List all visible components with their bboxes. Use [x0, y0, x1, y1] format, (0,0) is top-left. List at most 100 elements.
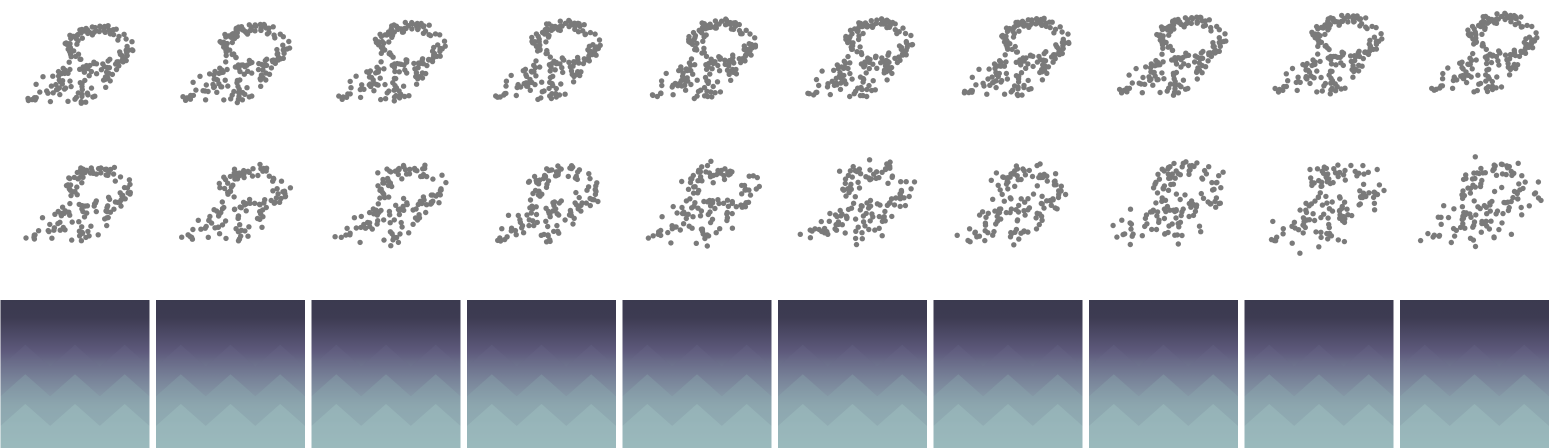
point: [724, 197, 731, 203]
point: [841, 72, 847, 79]
point: [690, 29, 697, 36]
point: [505, 212, 512, 218]
point: [556, 92, 563, 98]
point: [1291, 219, 1298, 225]
point: [1143, 64, 1149, 70]
point: [743, 200, 749, 206]
point: [357, 94, 364, 101]
point: [435, 191, 441, 197]
point: [1205, 58, 1211, 64]
point: [835, 221, 842, 228]
point: [61, 86, 68, 92]
point: [88, 85, 95, 91]
point: [572, 23, 578, 29]
point: [845, 53, 851, 60]
point: [1472, 29, 1479, 35]
point: [1491, 234, 1497, 240]
point: [1127, 206, 1134, 212]
point: [1177, 219, 1184, 225]
point: [1489, 16, 1495, 23]
point: [717, 56, 723, 62]
point: [79, 86, 86, 93]
point: [219, 206, 226, 212]
point: [1173, 61, 1180, 67]
point: [555, 228, 561, 234]
point: [1176, 82, 1182, 88]
point: [870, 22, 876, 29]
point: [536, 36, 542, 42]
point: [991, 61, 998, 67]
point: [554, 211, 560, 217]
point: [526, 178, 533, 184]
point: [1336, 169, 1343, 176]
point: [404, 70, 410, 76]
point: [741, 46, 747, 53]
point: [743, 27, 749, 33]
point: [1143, 212, 1150, 218]
point: [123, 36, 129, 42]
point: [852, 88, 859, 95]
point: [1366, 41, 1373, 47]
point: [1484, 67, 1490, 73]
point: [1283, 71, 1290, 77]
point: [752, 42, 759, 48]
point: [1344, 206, 1350, 212]
point: [1158, 24, 1165, 30]
point: [216, 70, 222, 77]
point: [1190, 212, 1197, 219]
point: [1203, 171, 1210, 177]
point: [906, 193, 912, 200]
point: [1015, 92, 1021, 99]
point: [1327, 15, 1334, 21]
point: [838, 64, 845, 70]
point: [62, 227, 68, 233]
point: [193, 87, 199, 93]
point: [547, 74, 554, 81]
point-cloud-panel: [1116, 14, 1229, 98]
point: [1350, 13, 1357, 19]
point: [1491, 188, 1498, 195]
point: [677, 227, 683, 233]
point: [97, 23, 103, 29]
point: [843, 34, 849, 40]
point: [390, 80, 396, 86]
point: [702, 26, 709, 32]
point: [658, 232, 664, 239]
point: [123, 47, 129, 53]
point: [1534, 35, 1540, 41]
point: [589, 196, 595, 203]
point: [236, 86, 242, 92]
point: [989, 74, 995, 80]
point: [567, 64, 573, 70]
point: [229, 31, 235, 38]
point: [884, 77, 890, 83]
point: [658, 78, 665, 84]
point: [706, 170, 713, 176]
point: [724, 217, 730, 224]
point: [552, 67, 558, 73]
point: [847, 60, 853, 66]
point: [691, 203, 697, 209]
point: [270, 24, 276, 30]
point: [107, 78, 113, 84]
point: [406, 230, 412, 236]
point: [1529, 23, 1535, 30]
point: [698, 226, 705, 232]
point: [1280, 226, 1287, 232]
point: [882, 208, 888, 215]
point: [1150, 207, 1157, 213]
point: [746, 173, 752, 179]
point: [1172, 175, 1178, 181]
point-cloud-panel: [649, 16, 759, 102]
point: [126, 177, 133, 183]
point: [246, 224, 252, 230]
point: [1179, 232, 1185, 239]
point: [845, 65, 851, 72]
point: [518, 84, 524, 90]
point: [954, 232, 960, 238]
point: [911, 179, 918, 185]
point: [985, 210, 991, 216]
point: [338, 234, 344, 240]
point: [827, 210, 833, 217]
point: [1009, 87, 1016, 93]
